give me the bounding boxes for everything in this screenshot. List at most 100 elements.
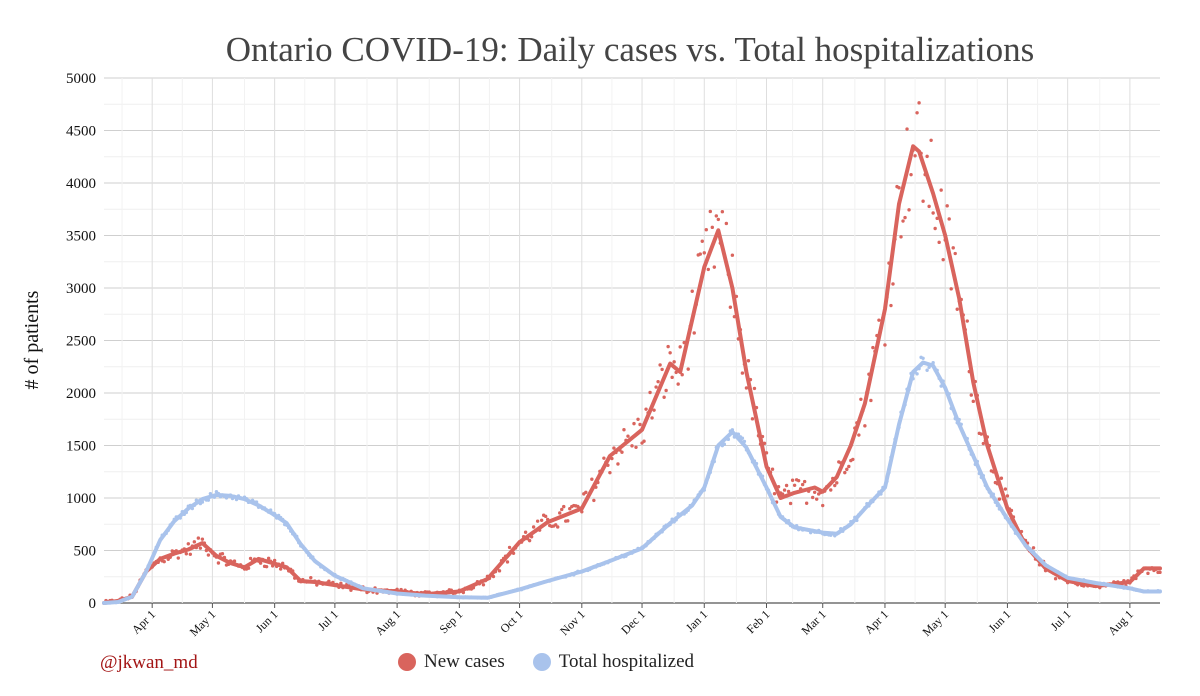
x-tick-label: Jun 1 bbox=[253, 607, 281, 635]
new-cases-point bbox=[562, 504, 566, 509]
new-cases-point bbox=[612, 446, 616, 450]
new-cases-point bbox=[939, 188, 943, 192]
new-cases-trend-line bbox=[102, 144, 1162, 605]
x-tick-label: Nov 1 bbox=[557, 607, 588, 638]
new-cases-point bbox=[897, 186, 901, 190]
new-cases-point bbox=[871, 345, 875, 350]
new-cases-point bbox=[188, 552, 193, 557]
new-cases-point bbox=[869, 398, 873, 403]
hospitalized-point bbox=[915, 372, 919, 376]
new-cases-point bbox=[905, 127, 909, 131]
new-cases-point bbox=[883, 343, 887, 347]
new-cases-point bbox=[907, 208, 911, 212]
hospitalized-trend-line bbox=[102, 360, 1162, 605]
new-cases-point bbox=[997, 497, 1002, 501]
legend-item-new-cases: New cases bbox=[398, 651, 505, 673]
new-cases-point bbox=[835, 481, 839, 485]
hospitalized-point bbox=[740, 436, 745, 440]
new-cases-point bbox=[714, 214, 719, 218]
new-cases-point bbox=[620, 450, 624, 454]
new-cases-point bbox=[792, 483, 797, 487]
new-cases-point bbox=[847, 464, 851, 469]
new-cases-point bbox=[829, 488, 833, 492]
new-cases-point bbox=[800, 482, 805, 487]
new-cases-point bbox=[704, 228, 708, 232]
new-cases-point bbox=[686, 367, 690, 371]
new-cases-point bbox=[915, 111, 919, 115]
new-cases-point bbox=[220, 551, 225, 556]
new-cases-point bbox=[602, 456, 606, 460]
x-tick-label: Apr 1 bbox=[129, 607, 158, 636]
new-cases-point bbox=[1003, 487, 1008, 491]
new-cases-point bbox=[272, 558, 277, 563]
new-cases-point bbox=[232, 559, 237, 563]
new-cases-point bbox=[196, 536, 201, 540]
hospitalized-point bbox=[925, 368, 929, 372]
new-cases-point bbox=[584, 490, 588, 495]
x-tick-label: Jan 1 bbox=[683, 607, 711, 635]
new-cases-point bbox=[845, 467, 849, 472]
new-cases-point bbox=[592, 498, 596, 503]
hospitalized-point bbox=[921, 356, 925, 360]
x-tick-label: Aug 1 bbox=[372, 607, 403, 638]
new-cases-point bbox=[706, 267, 710, 272]
new-cases-point bbox=[258, 561, 263, 565]
new-cases-point bbox=[891, 282, 895, 286]
new-cases-point bbox=[192, 540, 197, 544]
y-tick-label: 2000 bbox=[66, 386, 96, 402]
new-cases-point bbox=[186, 542, 191, 546]
new-cases-point bbox=[676, 382, 680, 386]
new-cases-point bbox=[716, 217, 721, 222]
chart-title: Ontario COVID-19: Daily cases vs. Total … bbox=[225, 30, 1035, 69]
new-cases-point bbox=[1146, 571, 1150, 576]
new-cases-point bbox=[953, 251, 957, 256]
new-cases-point bbox=[327, 579, 331, 583]
new-cases-point bbox=[539, 518, 544, 522]
y-tick-label: 500 bbox=[74, 544, 97, 560]
new-cases-point bbox=[730, 253, 735, 257]
new-cases-point bbox=[903, 215, 907, 220]
new-cases-point bbox=[931, 211, 935, 215]
x-tick-label: Feb 1 bbox=[744, 607, 773, 636]
new-cases-point bbox=[728, 305, 733, 309]
new-cases-point bbox=[670, 375, 674, 380]
new-cases-point bbox=[945, 204, 949, 208]
x-tick-label: Dec 1 bbox=[618, 607, 648, 637]
new-cases-point bbox=[843, 470, 847, 475]
new-cases-point bbox=[802, 479, 807, 484]
new-cases-point bbox=[184, 552, 189, 556]
new-cases-point bbox=[821, 503, 825, 508]
new-cases-point bbox=[566, 519, 570, 523]
new-cases-point bbox=[901, 219, 905, 223]
new-cases-point bbox=[772, 491, 777, 496]
y-tick-label: 1500 bbox=[66, 439, 96, 455]
new-cases-point bbox=[692, 331, 696, 335]
new-cases-point bbox=[750, 417, 755, 421]
new-cases-point bbox=[644, 407, 648, 411]
new-cases-point bbox=[698, 252, 702, 256]
legend: New cases Total hospitalized bbox=[398, 651, 722, 673]
new-cases-point bbox=[863, 424, 867, 428]
legend-dot-icon bbox=[532, 653, 551, 671]
new-cases-point bbox=[708, 209, 712, 214]
new-cases-point bbox=[622, 428, 626, 432]
new-cases-point bbox=[712, 265, 717, 269]
new-cases-point bbox=[666, 344, 670, 349]
new-cases-point bbox=[481, 583, 486, 587]
new-cases-point bbox=[632, 421, 636, 426]
new-cases-point bbox=[909, 172, 913, 177]
new-cases-point bbox=[877, 318, 881, 322]
new-cases-point bbox=[636, 417, 640, 421]
new-cases-point bbox=[309, 575, 313, 580]
y-tick-label: 4500 bbox=[66, 124, 96, 140]
x-tick-label: Jun 1 bbox=[985, 607, 1013, 635]
new-cases-point bbox=[752, 386, 757, 391]
trend-lines-layer bbox=[102, 144, 1162, 605]
credit-handle: @jkwan_md bbox=[100, 652, 198, 673]
new-cases-point bbox=[700, 239, 704, 243]
new-cases-point bbox=[720, 209, 725, 214]
new-cases-point bbox=[543, 514, 548, 519]
new-cases-point bbox=[497, 569, 502, 573]
new-cases-point bbox=[965, 319, 969, 323]
